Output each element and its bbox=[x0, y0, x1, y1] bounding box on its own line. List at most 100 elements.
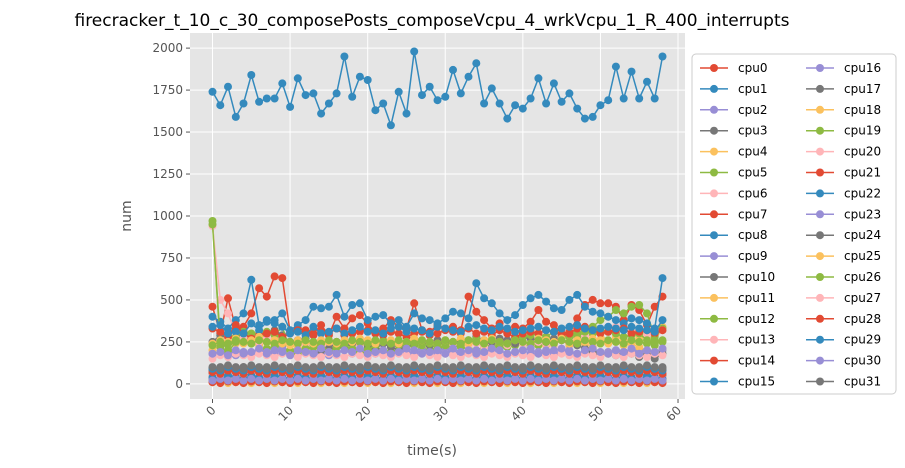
data-point bbox=[231, 327, 240, 336]
data-point bbox=[658, 364, 667, 373]
data-point bbox=[596, 299, 605, 308]
legend-swatch-marker bbox=[816, 377, 824, 386]
data-point bbox=[503, 376, 512, 385]
data-point bbox=[487, 326, 496, 335]
data-point bbox=[332, 89, 341, 98]
data-point bbox=[449, 351, 457, 360]
legend-label: cpu24 bbox=[844, 228, 881, 242]
data-point bbox=[418, 363, 426, 372]
data-point bbox=[604, 374, 613, 383]
legend-entry-cpu2: cpu2 bbox=[700, 103, 767, 117]
data-point bbox=[363, 327, 372, 336]
data-point bbox=[472, 376, 481, 385]
legend-label: cpu9 bbox=[738, 249, 767, 263]
data-point bbox=[503, 324, 512, 333]
data-point bbox=[627, 336, 636, 345]
data-point bbox=[286, 376, 295, 385]
data-point bbox=[487, 363, 496, 372]
data-point bbox=[596, 101, 605, 110]
data-point bbox=[324, 302, 333, 311]
data-point bbox=[557, 344, 566, 353]
data-point bbox=[293, 361, 302, 370]
legend-label: cpu14 bbox=[738, 354, 775, 368]
legend-entry-cpu8: cpu8 bbox=[700, 228, 767, 242]
data-point bbox=[627, 329, 636, 338]
data-point bbox=[565, 337, 574, 346]
y-tick-label: 2000 bbox=[152, 41, 183, 55]
data-point bbox=[650, 327, 659, 336]
data-point bbox=[410, 324, 419, 333]
legend-entry-cpu31: cpu31 bbox=[806, 375, 881, 389]
data-point bbox=[340, 52, 349, 61]
data-point bbox=[363, 349, 372, 358]
data-point bbox=[456, 327, 465, 336]
data-point bbox=[573, 104, 582, 113]
data-point bbox=[611, 306, 620, 314]
y-tick-label: 1000 bbox=[152, 209, 183, 223]
data-point bbox=[588, 351, 597, 360]
y-tick-label: 750 bbox=[160, 251, 183, 265]
legend-swatch-marker bbox=[816, 252, 824, 261]
legend-swatch-marker bbox=[710, 168, 718, 177]
series-cpu1 bbox=[208, 47, 667, 130]
data-point bbox=[526, 344, 535, 353]
data-point bbox=[627, 322, 636, 331]
data-point bbox=[348, 348, 357, 356]
legend-label: cpu12 bbox=[738, 312, 775, 326]
legend-label: cpu19 bbox=[844, 124, 881, 138]
data-point bbox=[386, 349, 395, 358]
data-point bbox=[363, 316, 372, 325]
data-point bbox=[534, 376, 543, 385]
data-point bbox=[456, 376, 465, 385]
data-point bbox=[619, 374, 628, 383]
data-point bbox=[247, 319, 256, 328]
legend-label: cpu18 bbox=[844, 103, 881, 117]
data-point bbox=[394, 322, 403, 331]
data-point bbox=[309, 337, 318, 346]
data-point bbox=[449, 307, 457, 316]
data-point bbox=[596, 376, 605, 385]
legend-swatch-marker bbox=[710, 84, 718, 93]
data-point bbox=[317, 353, 326, 361]
data-point bbox=[309, 364, 318, 373]
data-point bbox=[464, 374, 473, 383]
data-point bbox=[635, 324, 644, 333]
data-point bbox=[340, 374, 349, 383]
data-point bbox=[487, 344, 496, 353]
data-point bbox=[239, 309, 248, 318]
data-point bbox=[255, 326, 264, 335]
data-point bbox=[643, 361, 651, 370]
legend-swatch-marker bbox=[816, 126, 824, 135]
data-point bbox=[480, 361, 489, 370]
data-point bbox=[658, 316, 667, 325]
data-point bbox=[309, 302, 318, 311]
data-point bbox=[487, 376, 496, 385]
data-point bbox=[542, 297, 551, 306]
data-point bbox=[619, 339, 628, 348]
data-point bbox=[278, 79, 287, 88]
legend-swatch-marker bbox=[816, 231, 824, 240]
data-point bbox=[480, 324, 489, 333]
data-point bbox=[208, 312, 217, 321]
data-point bbox=[317, 109, 326, 118]
data-point bbox=[511, 374, 520, 383]
data-point bbox=[611, 376, 620, 385]
data-point bbox=[588, 295, 597, 304]
data-point bbox=[278, 348, 287, 356]
data-point bbox=[627, 67, 636, 76]
data-point bbox=[596, 361, 605, 370]
data-point bbox=[363, 361, 372, 370]
y-tick-label: 1250 bbox=[152, 167, 183, 181]
data-point bbox=[596, 324, 605, 333]
data-point bbox=[255, 284, 264, 293]
data-point bbox=[464, 336, 473, 345]
data-point bbox=[611, 337, 620, 346]
data-point bbox=[604, 299, 613, 308]
data-point bbox=[317, 361, 326, 370]
legend-label: cpu20 bbox=[844, 145, 881, 159]
data-point bbox=[410, 339, 419, 348]
data-point bbox=[425, 316, 434, 325]
legend-entry-cpu13: cpu13 bbox=[700, 333, 775, 347]
data-point bbox=[355, 299, 364, 308]
legend-swatch-marker bbox=[816, 64, 824, 72]
